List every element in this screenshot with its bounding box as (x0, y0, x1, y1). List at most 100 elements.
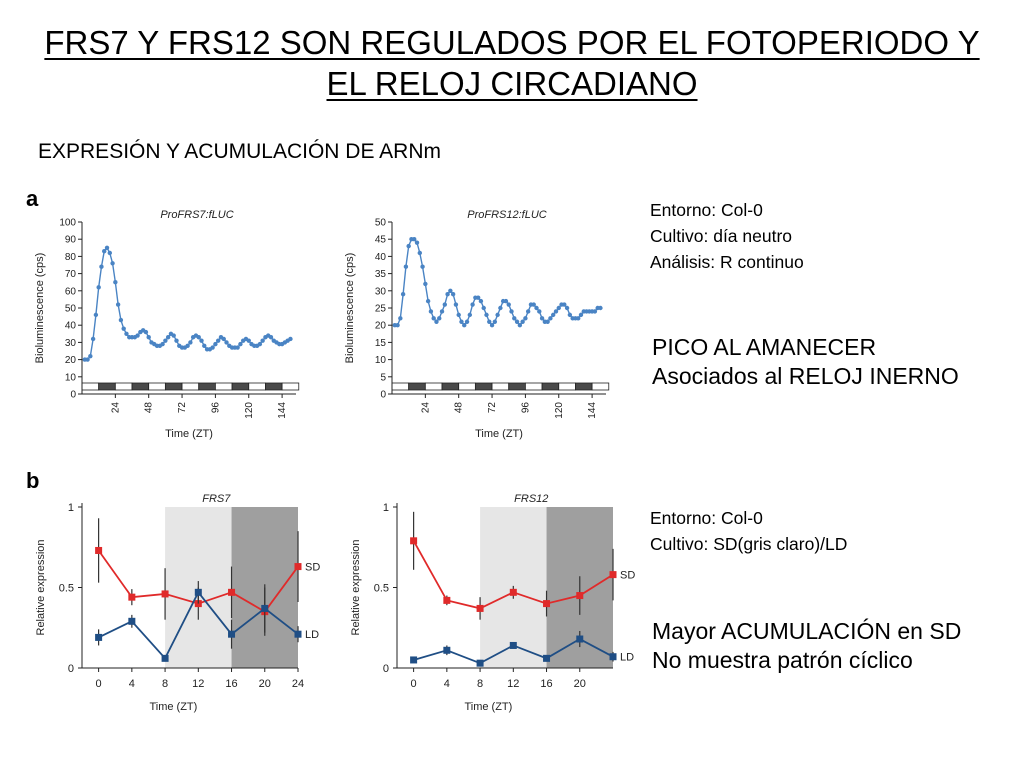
chart-profrs12-fluc: ProFRS12:fLUC 0 5 10 15 20 25 30 35 40 45 50 24 48 72 9… (344, 209, 610, 440)
data-point (93, 312, 99, 318)
data-point (398, 316, 403, 321)
y-tick-label: 0 (383, 663, 389, 675)
data-point (487, 319, 492, 324)
y-tick-label: 0.5 (59, 583, 74, 595)
y-tick-label: 0 (70, 390, 76, 401)
data-point (481, 305, 486, 311)
data-point (268, 335, 274, 340)
data-point (143, 329, 149, 335)
y-tick-label: 80 (65, 252, 77, 263)
data-point (525, 309, 531, 314)
data-point (115, 302, 121, 307)
data-point (448, 288, 453, 293)
panel-b-info-growth: Cultivo: SD(gris claro)/LD (650, 534, 848, 554)
data-point (221, 336, 226, 342)
light-period-block (148, 382, 166, 391)
y-tick-label: 60 (65, 286, 77, 297)
y-tick-label: 1 (68, 502, 74, 514)
data-point (288, 336, 293, 342)
x-tick-label: 8 (162, 678, 168, 690)
x-tick-label: 24 (420, 402, 431, 414)
y-axis-title: Relative expression (35, 540, 47, 636)
y-tick-label: 0.5 (374, 583, 389, 595)
dark-period-block (164, 382, 183, 391)
ld-data-point (95, 633, 103, 641)
data-point (498, 305, 503, 311)
data-point (160, 341, 165, 347)
panel-b-letter: b (26, 468, 40, 493)
panel-a-note-line-1: PICO AL AMANECER (652, 334, 877, 360)
y-tick-label: 0 (380, 390, 386, 401)
data-point (196, 335, 201, 340)
data-point (174, 338, 179, 343)
y-axis-title: Bioluminescence (cps) (344, 253, 356, 364)
panel-b-note-line-1: Mayor ACUMULACIÓN en SD (652, 618, 962, 644)
ld-series-label: LD (305, 629, 319, 641)
data-point (506, 302, 511, 307)
data-point (503, 298, 509, 304)
ld-data-point (543, 654, 551, 662)
panel-a-note: PICO AL AMANECER Asociados al RELOJ INER… (652, 333, 959, 391)
y-tick-label: 40 (375, 252, 387, 263)
x-tick-label: 72 (487, 402, 498, 414)
data-point (146, 335, 151, 340)
data-point (492, 319, 498, 324)
panel-b-info-background: Entorno: Col-0 (650, 508, 763, 528)
data-point (478, 298, 484, 304)
ld-data-point (228, 630, 236, 638)
data-point (450, 292, 456, 297)
y-tick-label: 5 (380, 372, 386, 383)
data-point (564, 305, 570, 311)
data-point (395, 323, 400, 328)
panel-b-note: Mayor ACUMULACIÓN en SD No muestra patró… (652, 617, 961, 675)
light-period-block (558, 382, 576, 391)
y-tick-label: 30 (65, 338, 77, 349)
data-point (185, 343, 190, 349)
chart-title: FRS7 (202, 493, 231, 505)
dark-period-block (474, 382, 493, 391)
ld-data-point (443, 646, 451, 654)
panel-a-info-growth: Cultivo: día neutro (650, 226, 793, 246)
x-tick-label: 24 (110, 402, 121, 414)
data-point (495, 312, 500, 318)
data-point (118, 317, 124, 323)
y-tick-label: 40 (65, 321, 77, 332)
data-point (484, 312, 489, 318)
chart-frs7-expression: FRS7 0 0.5 1 0 4 8 12 16 20 24 Time (ZT) Relative ex… (35, 493, 320, 713)
section-heading: EXPRESIÓN Y ACUMULACIÓN DE ARNm (38, 140, 441, 163)
y-tick-label: 90 (65, 235, 77, 246)
sd-data-point (95, 546, 103, 554)
dark-period-block (441, 382, 460, 391)
chart-title: ProFRS12:fLUC (467, 209, 547, 221)
y-tick-label: 100 (59, 218, 76, 229)
y-tick-label: 1 (383, 502, 389, 514)
data-point (124, 331, 129, 336)
x-tick-label: 12 (507, 678, 519, 690)
y-tick-label: 25 (375, 304, 387, 315)
y-tick-label: 50 (375, 218, 387, 229)
data-point (90, 336, 96, 342)
data-point (260, 338, 265, 343)
x-tick-label: 48 (454, 402, 465, 414)
data-point (400, 292, 406, 297)
ld-data-point (509, 641, 517, 649)
data-point (406, 243, 411, 249)
y-tick-label: 20 (375, 321, 387, 332)
x-tick-label: 72 (177, 402, 188, 414)
x-tick-label: 120 (554, 402, 565, 419)
dark-period-block (508, 382, 526, 391)
sd-data-point (228, 588, 236, 596)
data-point (165, 335, 171, 340)
ld-series-label: LD (620, 652, 634, 664)
light-period-block (525, 382, 543, 391)
panel-a-letter: a (26, 186, 39, 211)
data-point (592, 309, 598, 314)
data-point (412, 237, 417, 242)
dark-period-block (98, 382, 116, 391)
data-point (576, 316, 581, 321)
data-point (257, 341, 263, 347)
data-point (514, 319, 520, 324)
data-point (246, 338, 251, 343)
ld-data-point (609, 653, 617, 661)
light-period-block (424, 382, 443, 391)
